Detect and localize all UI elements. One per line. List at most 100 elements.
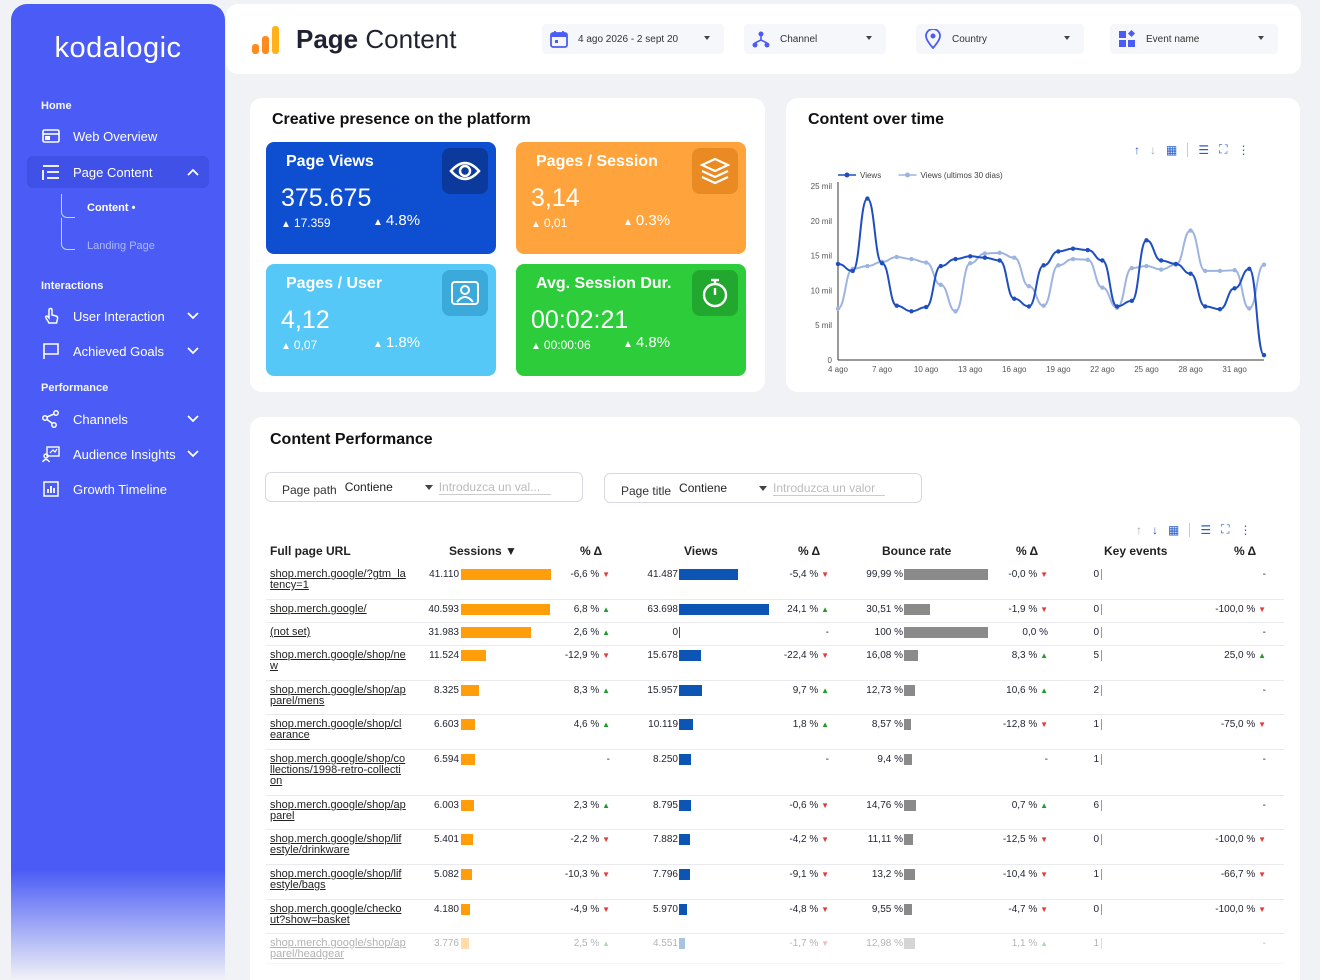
- col-header-url[interactable]: Full page URL: [270, 544, 351, 558]
- fullscreen-icon[interactable]: ⛶: [1221, 522, 1230, 536]
- data-point[interactable]: [1203, 304, 1208, 309]
- date-range-filter[interactable]: 4 ago 2026 - 2 sept 20: [542, 24, 724, 54]
- data-point[interactable]: [1173, 261, 1179, 267]
- table-row[interactable]: shop.merch.google/shop/lifestyle/bags 5.0…: [266, 865, 1284, 900]
- arrow-up-icon[interactable]: ↑: [1136, 522, 1142, 537]
- filter-icon[interactable]: ☰: [1200, 522, 1212, 537]
- col-header-bounce[interactable]: Bounce rate: [882, 544, 952, 558]
- data-point[interactable]: [968, 254, 973, 259]
- data-point[interactable]: [1100, 258, 1105, 263]
- page-url-link[interactable]: shop.merch.google/checkout?show=basket: [270, 903, 402, 926]
- table-row[interactable]: shop.merch.google/shop/apparel 6.003 2,3 %…: [266, 796, 1284, 830]
- chevron-down-icon[interactable]: [187, 309, 199, 324]
- sidebar-item-growth-timeline[interactable]: Growth Timeline: [27, 473, 209, 505]
- data-point[interactable]: [997, 258, 1002, 263]
- data-point[interactable]: [1026, 304, 1032, 309]
- table-row[interactable]: shop.merch.google/shop/new 11.524 -12,9 % …: [266, 646, 1284, 681]
- data-point[interactable]: [923, 260, 929, 265]
- data-point[interactable]: [1261, 352, 1267, 358]
- sidebar-item-channels[interactable]: Channels: [27, 403, 209, 435]
- data-point[interactable]: [1070, 246, 1076, 251]
- data-point[interactable]: [894, 303, 899, 308]
- col-header-views[interactable]: Views: [684, 544, 718, 558]
- data-point[interactable]: [982, 255, 988, 260]
- data-point[interactable]: [879, 261, 885, 266]
- page-url-link[interactable]: shop.merch.google/shop/lifestyle/drinkwa…: [270, 833, 402, 856]
- data-point[interactable]: [1232, 286, 1237, 291]
- more-options-icon[interactable]: ⋮: [1237, 142, 1250, 157]
- data-point[interactable]: [923, 304, 929, 310]
- series-line[interactable]: [837, 197, 1265, 357]
- kpi-avg-session-duration[interactable]: Avg. Session Dur. 00:02:21 ▲ 00:00:06 ▲ 4.…: [516, 264, 746, 376]
- data-point[interactable]: [1144, 238, 1149, 243]
- col-header-pct-views[interactable]: % Δ: [798, 544, 821, 558]
- chevron-down-icon[interactable]: [187, 412, 199, 427]
- col-header-sessions[interactable]: Sessions ▼: [449, 544, 517, 558]
- page-url-link[interactable]: shop.merch.google/shop/new: [270, 649, 406, 672]
- sidebar-item-web-overview[interactable]: Web Overview: [27, 120, 209, 152]
- operator-select[interactable]: Contiene: [679, 481, 773, 495]
- table-row[interactable]: (not set) 31.983 2,6 % ▲ 0 - 100 % 0,0 % 0 -: [266, 623, 1284, 646]
- table-row[interactable]: shop.merch.google/shop/lifestyle/drinkwa…: [266, 830, 1284, 865]
- data-point[interactable]: [850, 268, 855, 274]
- data-point[interactable]: [835, 261, 841, 267]
- data-point[interactable]: [1085, 257, 1090, 262]
- data-point[interactable]: [1056, 263, 1061, 268]
- data-point[interactable]: [1188, 271, 1193, 276]
- data-point[interactable]: [1217, 268, 1223, 274]
- arrow-down-icon[interactable]: ↓: [1150, 142, 1156, 157]
- table-row[interactable]: shop.merch.google/shop/apparel/mens 8.325…: [266, 681, 1284, 715]
- data-point[interactable]: [1247, 306, 1252, 311]
- table-row[interactable]: shop.merch.google/shop/apparel/headgear 3…: [266, 934, 1284, 964]
- page-url-link[interactable]: shop.merch.google/shop/apparel/headgear: [270, 937, 406, 960]
- chart-export-icon[interactable]: ▦: [1166, 142, 1178, 157]
- page-url-link[interactable]: shop.merch.google/shop/apparel: [270, 799, 406, 822]
- data-point[interactable]: [1100, 285, 1105, 290]
- data-point[interactable]: [909, 256, 914, 262]
- data-point[interactable]: [953, 309, 958, 314]
- page-url-link[interactable]: shop.merch.google/shop/clearance: [270, 718, 402, 741]
- data-point[interactable]: [1041, 303, 1046, 308]
- data-point[interactable]: [1203, 268, 1208, 274]
- table-row[interactable]: shop.merch.google/checkout?show=basket 4.…: [266, 900, 1284, 934]
- data-point[interactable]: [1129, 298, 1134, 304]
- data-point[interactable]: [1129, 265, 1134, 271]
- data-point[interactable]: [938, 282, 944, 288]
- fullscreen-icon[interactable]: ⛶: [1219, 142, 1228, 156]
- data-point[interactable]: [938, 263, 944, 269]
- chevron-down-icon[interactable]: [187, 447, 199, 462]
- kpi-pages-user[interactable]: Pages / User 4,12 ▲ 0,07 ▲ 1.8%: [266, 264, 496, 376]
- data-point[interactable]: [953, 256, 958, 262]
- col-header-pct-bounce[interactable]: % Δ: [1016, 544, 1039, 558]
- sidebar-item-user-interaction[interactable]: User Interaction: [27, 300, 209, 332]
- data-point[interactable]: [1012, 296, 1017, 301]
- data-point[interactable]: [1158, 258, 1164, 263]
- data-point[interactable]: [1114, 304, 1120, 309]
- col-header-key-events[interactable]: Key events: [1104, 544, 1168, 558]
- chevron-down-icon[interactable]: [187, 344, 199, 359]
- data-point[interactable]: [894, 254, 899, 260]
- more-options-icon[interactable]: ⋮: [1239, 522, 1252, 537]
- legend-item[interactable]: Views: [838, 171, 881, 180]
- col-header-pct-key[interactable]: % Δ: [1234, 544, 1257, 558]
- page-title-input[interactable]: [773, 480, 886, 496]
- col-header-pct-sessions[interactable]: % Δ: [580, 544, 603, 558]
- page-url-link[interactable]: shop.merch.google/: [270, 603, 367, 615]
- data-point[interactable]: [1261, 262, 1267, 267]
- data-point[interactable]: [1217, 306, 1223, 312]
- data-point[interactable]: [1070, 256, 1076, 262]
- data-point[interactable]: [865, 263, 870, 269]
- data-point[interactable]: [1012, 255, 1017, 260]
- table-row[interactable]: shop.merch.google/?gtm_latency=1 41.110 -6…: [266, 565, 1284, 600]
- country-filter[interactable]: Country: [916, 24, 1084, 54]
- kpi-page-views[interactable]: Page Views 375.675 ▲ 17.359 ▲ 4.8%: [266, 142, 496, 254]
- filter-icon[interactable]: ☰: [1198, 142, 1210, 157]
- sidebar-item-audience-insights[interactable]: Audience Insights: [27, 438, 209, 470]
- page-url-link[interactable]: (not set): [270, 626, 311, 638]
- table-row[interactable]: shop.merch.google/40.593 6,8 % ▲ 63.698 24,…: [266, 600, 1284, 623]
- data-point[interactable]: [1158, 267, 1164, 272]
- page-url-link[interactable]: shop.merch.google/shop/collections/1998-…: [270, 753, 406, 787]
- sidebar-subitem-landing-page[interactable]: Landing Page: [87, 240, 155, 252]
- data-point[interactable]: [982, 251, 988, 256]
- sidebar-item-achieved-goals[interactable]: Achieved Goals: [27, 335, 209, 367]
